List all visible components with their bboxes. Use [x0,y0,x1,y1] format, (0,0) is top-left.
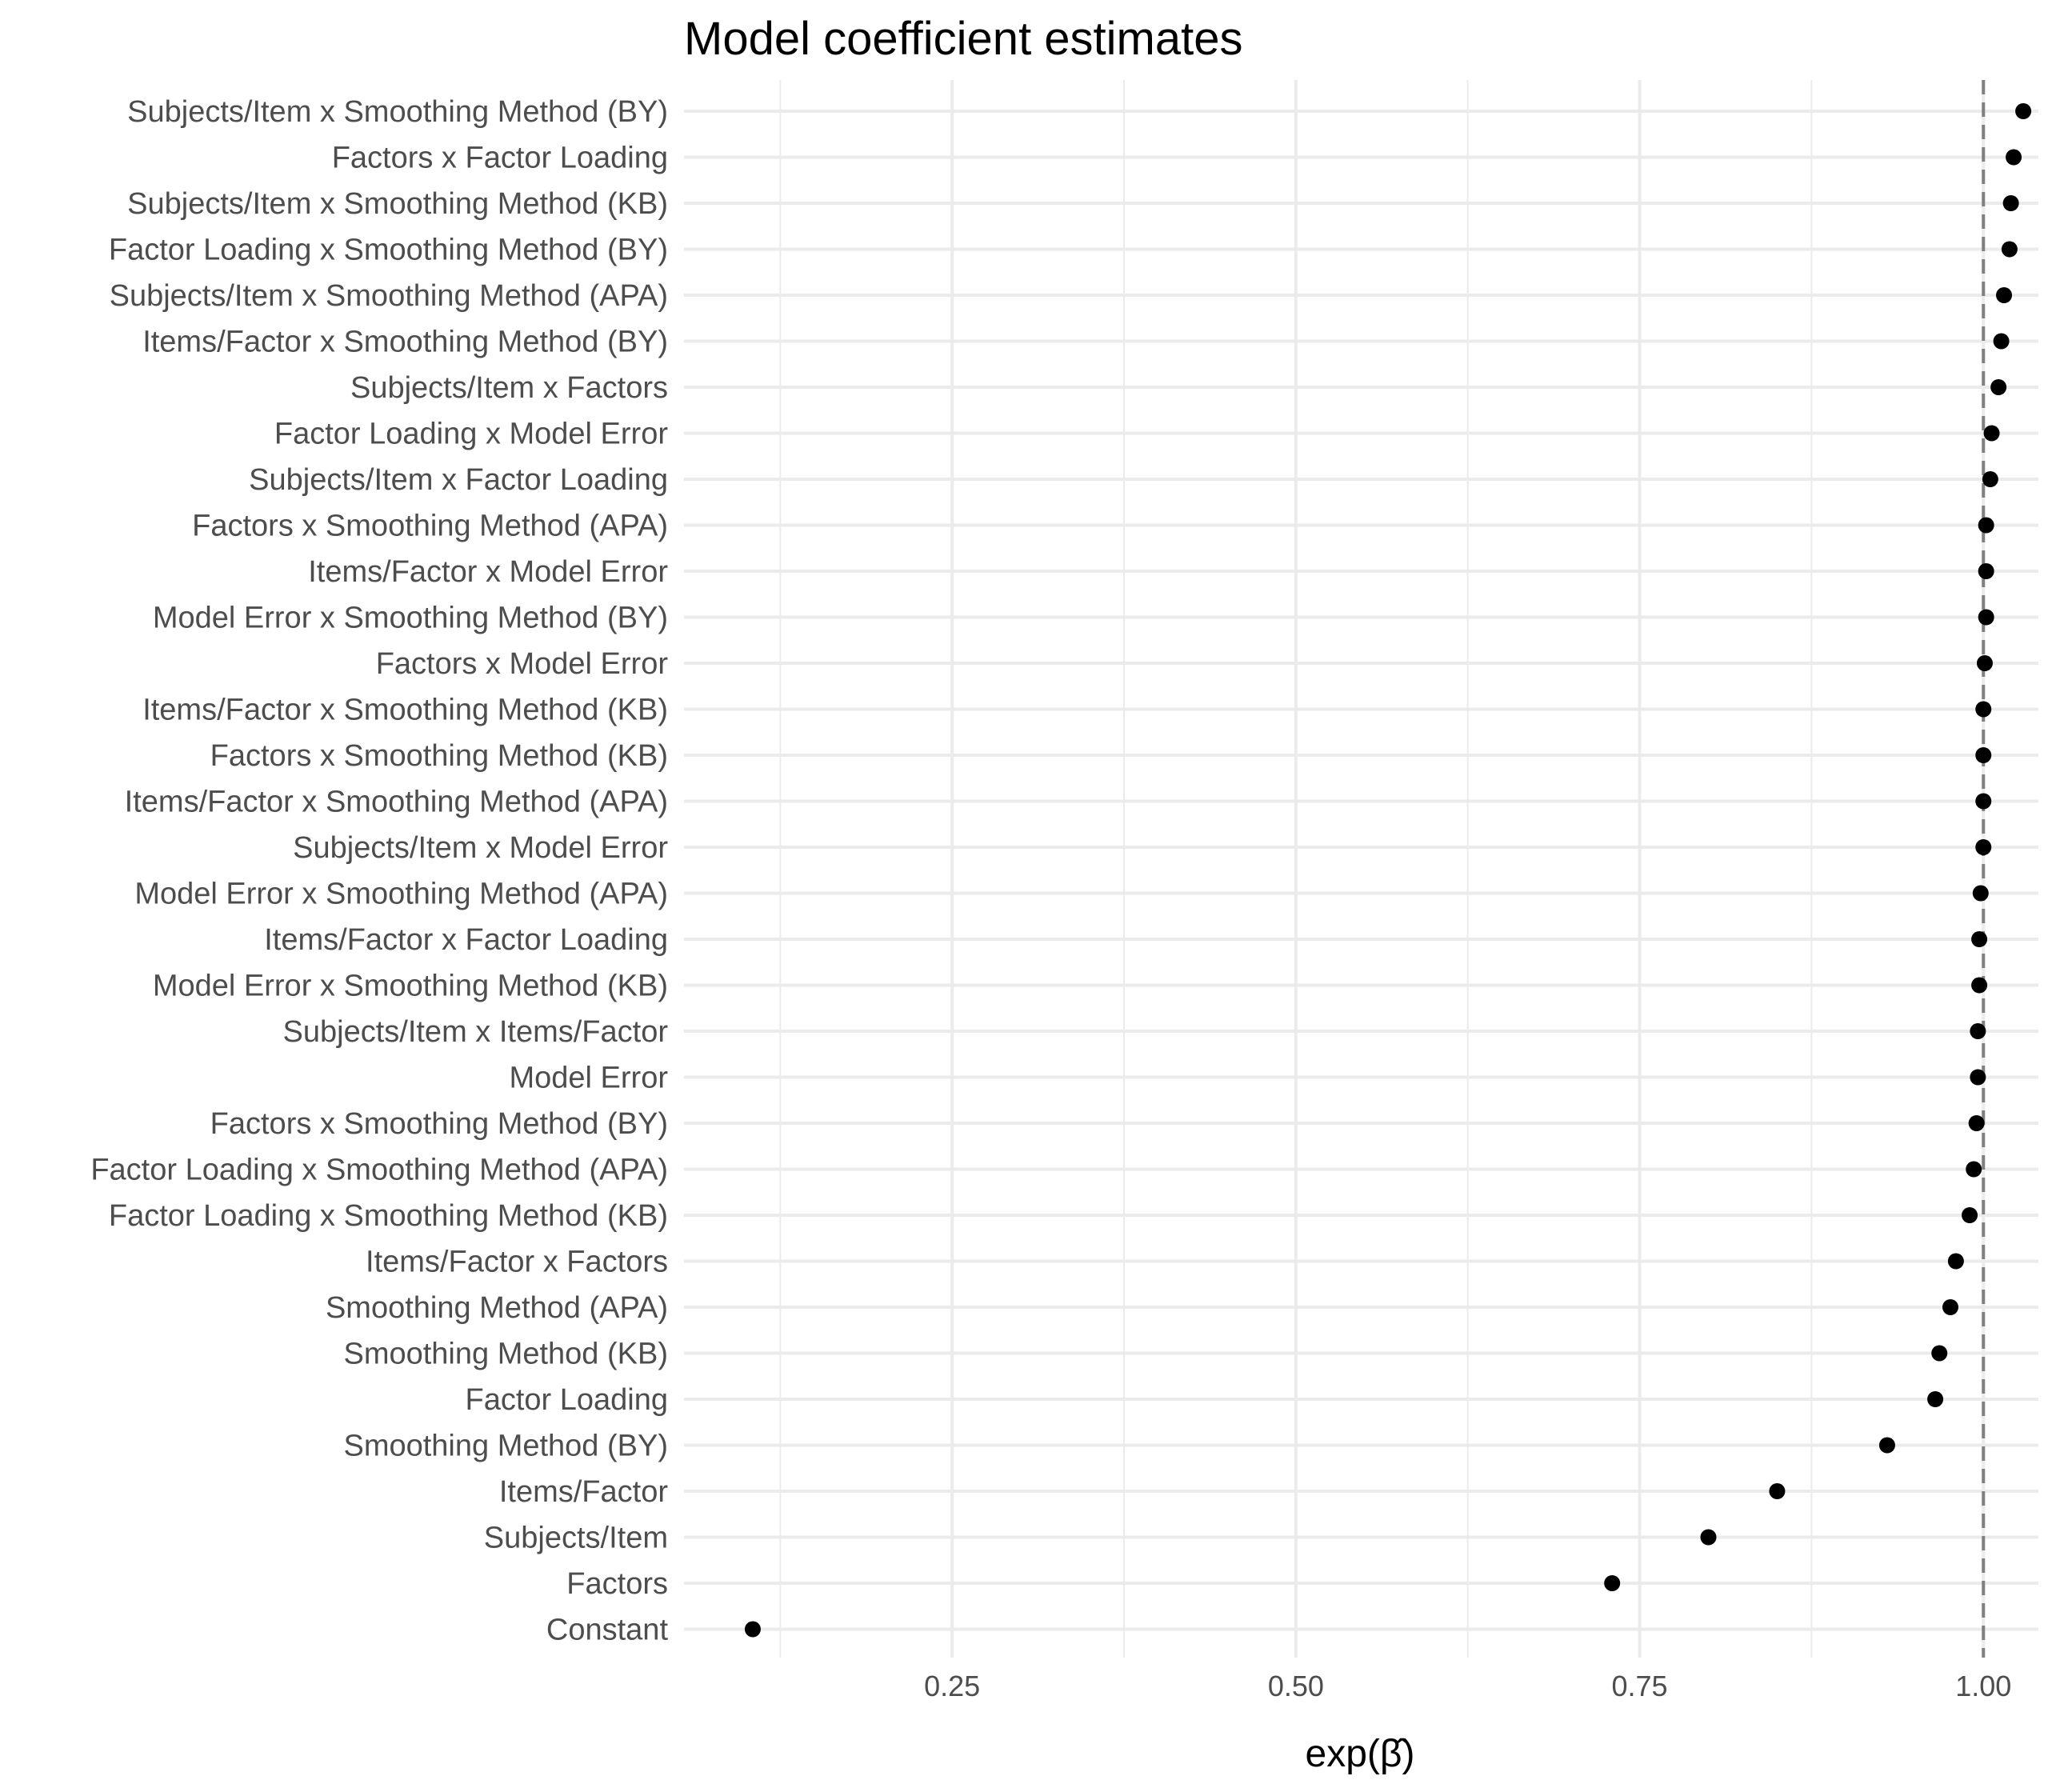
data-point [1975,793,1992,810]
y-tick-label: Constant [546,1614,669,1647]
y-tick-label: Smoothing Method (KB) [343,1338,668,1371]
data-point [1942,1299,1958,1315]
data-point [1975,701,1992,718]
y-tick-label: Items/Factor x Factor Loading [264,923,668,957]
data-point [2002,195,2019,211]
data-point [1604,1575,1621,1591]
x-tick-label: 1.00 [1955,1670,2011,1702]
data-point [1947,1253,1964,1270]
y-tick-label: Subjects/Item [484,1522,668,1555]
data-point [1769,1483,1786,1499]
y-tick-label: Subjects/Item x Smoothing Method (APA) [110,279,668,313]
y-tick-label: Items/Factor x Smoothing Method (APA) [125,786,668,819]
y-tick-label: Factor Loading x Smoothing Method (KB) [109,1199,668,1233]
y-tick-label: Model Error [510,1062,669,1095]
y-tick-label: Factors x Smoothing Method (BY) [210,1107,668,1141]
data-point [1962,1207,1978,1223]
y-tick-label: Subjects/Item x Factors [350,371,668,405]
chart-title: Model coefficient estimates [684,13,1243,65]
data-point [1990,379,2007,395]
data-point [1700,1529,1717,1546]
y-tick-label: Items/Factor x Model Error [308,555,668,589]
x-tick-label: 0.25 [924,1670,980,1702]
data-point [1993,333,2010,350]
y-tick-label: Items/Factor x Smoothing Method (KB) [142,694,668,727]
data-point [1983,425,2000,442]
data-point [1970,1069,1986,1086]
y-tick-label: Factors x Factor Loading [332,142,668,175]
y-tick-label: Factor Loading x Model Error [274,418,668,451]
y-tick-label: Subjects/Item x Factor Loading [249,463,668,497]
data-point [1975,839,1992,855]
y-tick-label: Smoothing Method (BY) [343,1430,668,1463]
data-point [1972,885,1989,902]
data-point [1996,287,2013,303]
data-point [1971,931,1988,947]
x-tick-label: 0.75 [1612,1670,1668,1702]
y-tick-label: Smoothing Method (APA) [326,1291,668,1325]
data-point [1968,1115,1985,1131]
y-tick-label: Factors x Smoothing Method (APA) [192,510,668,543]
grid-layer [684,80,2038,1658]
data-point [1970,1023,1986,1039]
data-point [1978,563,1994,579]
y-tick-label: Subjects/Item x Smoothing Method (KB) [127,187,668,221]
y-tick-labels: Subjects/Item x Smoothing Method (BY) Fac… [90,95,668,1647]
y-tick-label: Factor Loading x Smoothing Method (BY) [109,234,668,267]
x-tick-labels: 0.25 0.50 0.75 1.00 [924,1670,2011,1702]
y-tick-label: Factor Loading x Smoothing Method (APA) [90,1154,668,1187]
data-point [744,1621,761,1638]
y-tick-label: Subjects/Item x Items/Factor [283,1015,669,1049]
y-tick-label: Factor Loading [466,1383,669,1417]
y-tick-label: Factors x Model Error [376,647,669,681]
data-point [1978,517,1994,534]
data-point [1966,1161,1982,1178]
data-point [1927,1391,1944,1407]
y-tick-label: Subjects/Item x Smoothing Method (BY) [127,95,668,129]
data-point [1878,1437,1895,1454]
data-point [2006,149,2022,166]
y-tick-label: Factors x Smoothing Method (KB) [210,739,668,773]
y-tick-label: Items/Factor [499,1475,668,1509]
y-tick-label: Subjects/Item x Model Error [293,831,668,865]
data-point [1978,609,1994,626]
x-tick-label: 0.50 [1268,1670,1324,1702]
y-tick-label: Factors [566,1567,668,1601]
y-tick-label: Items/Factor x Factors [366,1246,668,1279]
x-axis-title: exp(β̂) [1306,1733,1415,1775]
data-point [1982,471,1998,487]
data-point [2015,103,2032,119]
data-point [1975,747,1992,763]
data-point [1971,977,1988,994]
y-tick-label: Model Error x Smoothing Method (BY) [153,602,668,635]
y-tick-label: Model Error x Smoothing Method (KB) [153,970,668,1003]
data-point [2001,241,2018,258]
data-points [744,103,2032,1638]
y-tick-label: Items/Factor x Smoothing Method (BY) [142,326,668,359]
data-point [1931,1345,1948,1362]
data-point [1976,655,1993,671]
y-tick-label: Model Error x Smoothing Method (APA) [134,878,668,911]
